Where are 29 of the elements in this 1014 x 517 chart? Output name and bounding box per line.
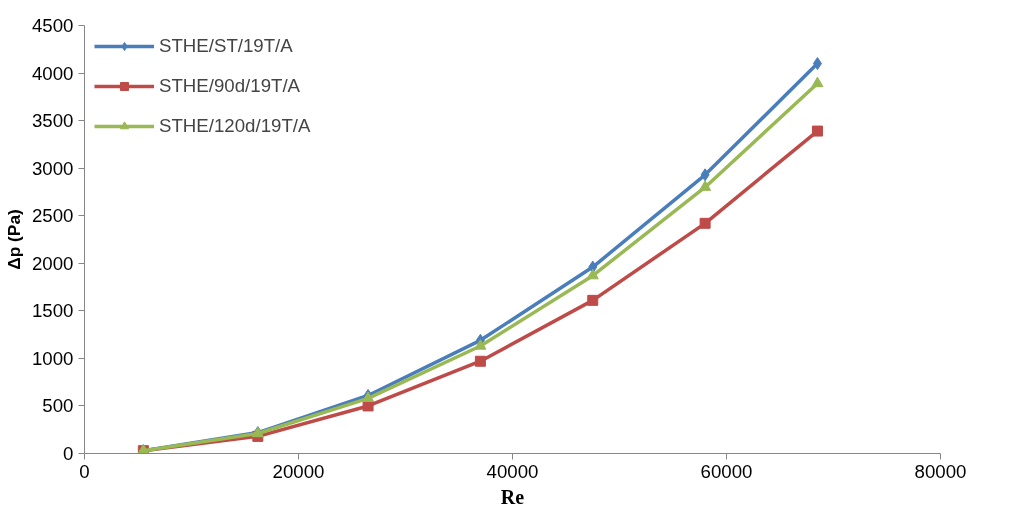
point <box>812 57 822 71</box>
point <box>700 168 710 182</box>
point <box>699 217 711 229</box>
y-tick-label: 500 <box>42 395 74 417</box>
legend-label: STHE/ST/19T/A <box>159 35 293 57</box>
x-tick-label: 0 <box>79 460 90 482</box>
point <box>587 294 599 306</box>
y-tick-label: 4000 <box>32 62 74 84</box>
x-tick-label: 40000 <box>486 460 539 482</box>
y-tick-label: 1500 <box>32 300 74 322</box>
point <box>362 400 374 412</box>
point <box>811 125 823 137</box>
point <box>811 76 824 88</box>
y-tick-label: 2000 <box>32 252 74 274</box>
legend-label: STHE/90d/19T/A <box>159 75 301 97</box>
x-tick-label: 60000 <box>700 460 753 482</box>
y-tick-label: 0 <box>63 443 74 464</box>
x-axis-title: Re <box>500 485 525 508</box>
point <box>474 355 486 367</box>
x-tick-label: 80000 <box>914 460 967 482</box>
legend-label: STHE/120d/19T/A <box>159 115 311 137</box>
y-tick-label: 1000 <box>32 347 74 369</box>
point <box>699 180 712 191</box>
y-tick-label: 2500 <box>32 205 74 227</box>
y-axis-title: Δp (Pa) <box>4 209 24 270</box>
y-tick-label: 3500 <box>32 110 74 132</box>
y-tick-label: 3000 <box>32 157 74 179</box>
x-tick-label: 20000 <box>272 460 325 482</box>
y-tick-label: 4500 <box>32 15 74 36</box>
